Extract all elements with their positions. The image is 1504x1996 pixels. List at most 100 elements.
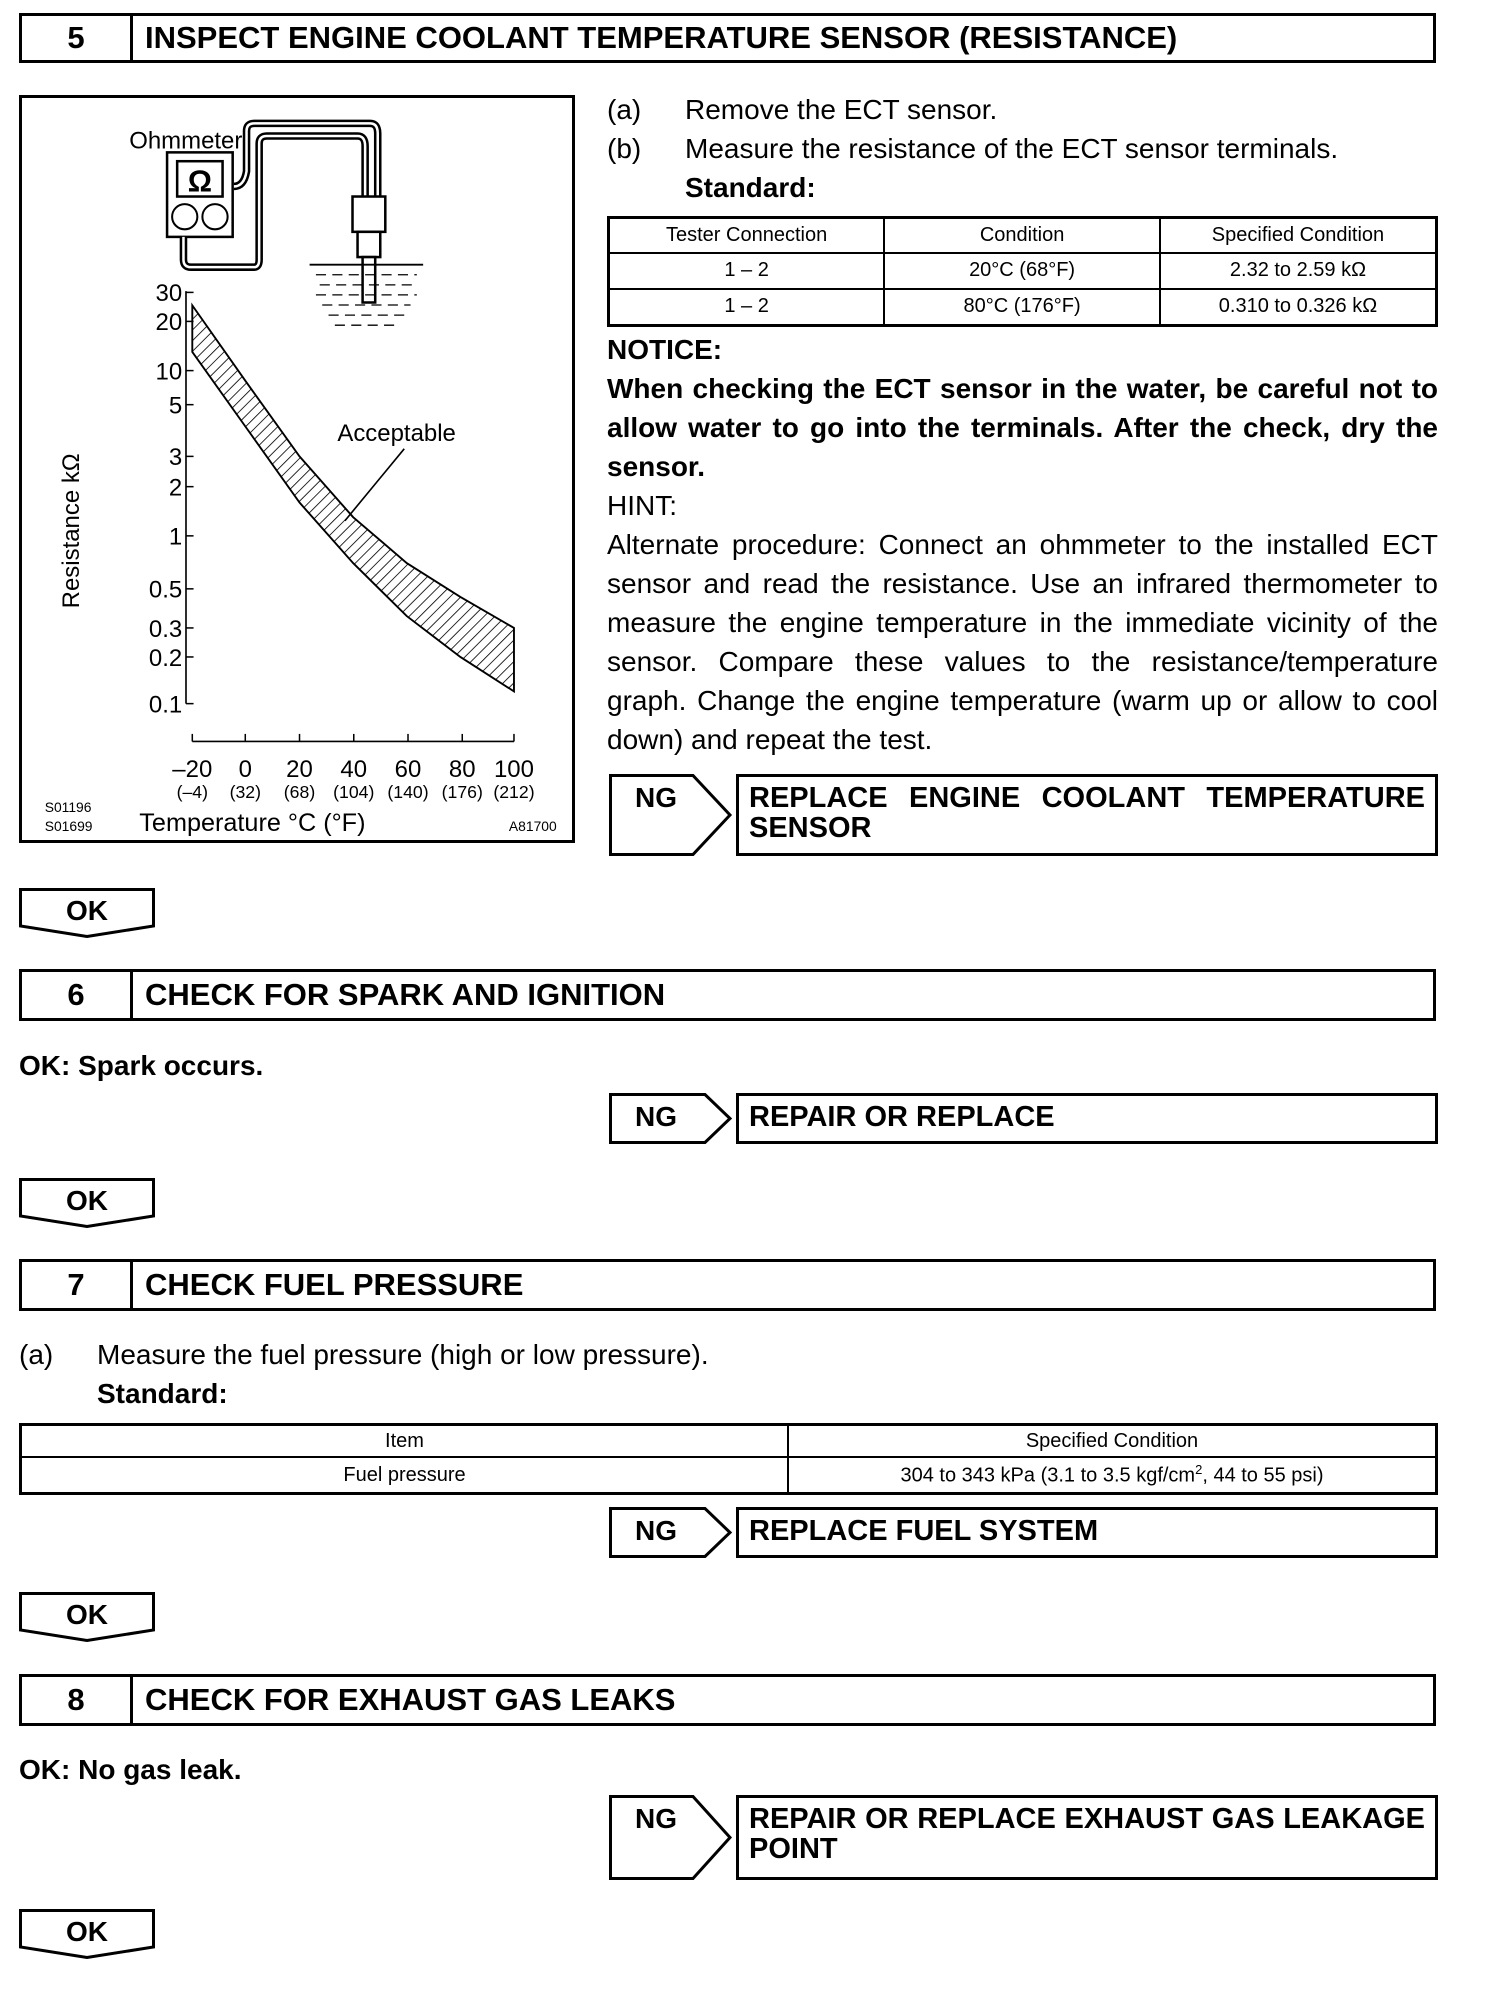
value-text: 304 to 343 kPa (3.1 to 3.5 kgf/cm <box>900 1464 1196 1487</box>
ng-label: NG <box>635 1101 677 1132</box>
step-title: CHECK FUEL PRESSURE <box>145 1267 524 1302</box>
instruction-text: Measure the fuel pressure (high or low p… <box>97 1339 709 1370</box>
superscript: 2 <box>1195 1462 1203 1478</box>
step-number: 8 <box>22 1677 133 1723</box>
ng-arrow-icon <box>609 1795 733 1880</box>
step-title: INSPECT ENGINE COOLANT TEMPERATURE SENSO… <box>145 20 1178 55</box>
x-tick-label: 0 <box>239 756 252 783</box>
table-header-row: Item Specified Condition <box>19 1423 1438 1459</box>
step-5-header: 5 INSPECT ENGINE COOLANT TEMPERATURE SEN… <box>19 13 1436 63</box>
x-tick-label: 80 <box>449 756 476 783</box>
standard-label: Standard: <box>685 172 816 203</box>
notice-label: NOTICE: <box>607 334 723 365</box>
table-cell: 1 – 2 <box>607 287 886 327</box>
y-tick-label: 0.5 <box>149 577 182 604</box>
x-tick-label: 100 <box>494 756 534 783</box>
hint-label: HINT: <box>607 490 677 521</box>
table-row: Fuel pressure 304 to 343 kPa (3.1 to 3.5… <box>19 1456 1438 1495</box>
x-tick-label-f: (32) <box>230 782 261 802</box>
table-header: Item <box>19 1423 789 1459</box>
sensor-in-water-icon <box>309 195 424 326</box>
ok-arrow-icon <box>19 1592 155 1643</box>
instruction-label: (b) <box>607 133 642 164</box>
ok-arrow-icon <box>19 1178 155 1229</box>
y-tick-label: 0.2 <box>149 645 182 672</box>
ng-result: REPLACE FUEL SYSTEM <box>736 1507 1438 1558</box>
ok-label: OK <box>66 895 108 926</box>
y-tick-label: 0.1 <box>149 691 182 718</box>
instruction-text: Measure the resistance of the ECT sensor… <box>685 133 1339 164</box>
ng-branch-step-8[interactable]: NG REPAIR OR REPLACE EXHAUST GAS LEAKAGE… <box>609 1795 1438 1880</box>
ok-label: OK <box>66 1185 108 1216</box>
notice-hint-block: NOTICE: When checking the ECT sensor in … <box>607 330 1438 759</box>
ng-arrow-icon <box>609 1093 733 1144</box>
hint-text: Alternate procedure: Connect an ohmmeter… <box>607 529 1438 755</box>
table-header: Specified Condition <box>787 1423 1438 1459</box>
x-tick-label-f: (104) <box>333 782 374 802</box>
table-cell: 304 to 343 kPa (3.1 to 3.5 kgf/cm2, 44 t… <box>787 1456 1438 1495</box>
ohmmeter-icon <box>165 119 382 271</box>
ok-arrow-icon <box>19 888 155 939</box>
table-header-row: Tester Connection Condition Specified Co… <box>607 216 1438 254</box>
table-cell: 2.32 to 2.59 kΩ <box>1158 251 1438 290</box>
ohm-symbol: Ω <box>188 165 212 198</box>
ng-label: NG <box>635 1515 677 1546</box>
notice-text: When checking the ECT sensor in the wate… <box>607 373 1438 482</box>
ng-branch-step-6[interactable]: NG REPAIR OR REPLACE <box>609 1093 1438 1144</box>
x-tick-label: 40 <box>340 756 367 783</box>
x-tick-label-f: (176) <box>442 782 483 802</box>
instruction-text: Remove the ECT sensor. <box>685 94 998 125</box>
x-axis-label: Temperature °C (°F) <box>139 809 365 837</box>
instruction-b: (b) Measure the resistance of the ECT sen… <box>607 129 1438 168</box>
x-tick-label-f: (–4) <box>177 782 208 802</box>
step-6-header: 6 CHECK FOR SPARK AND IGNITION <box>19 969 1436 1021</box>
y-tick-label: 1 <box>169 524 182 551</box>
ng-result: REPAIR OR REPLACE <box>736 1093 1438 1144</box>
ok-branch-step-8[interactable]: OK <box>19 1909 155 1960</box>
x-tick-label: –20 <box>172 756 212 783</box>
ng-result: REPAIR OR REPLACE EXHAUST GAS LEAKAGE PO… <box>736 1795 1438 1880</box>
step-number: 5 <box>22 16 133 60</box>
step-7-instructions: (a) Measure the fuel pressure (high or lo… <box>19 1335 709 1413</box>
step-title: CHECK FOR SPARK AND IGNITION <box>145 977 666 1012</box>
value-text: , 44 to 55 psi) <box>1202 1464 1324 1487</box>
y-tick-label: 2 <box>169 474 182 501</box>
resistance-temperature-figure: Ω Ohmmeter 30 20 10 5 3 2 1 0.5 0.3 0.2 0.1 –20 (–4… <box>19 95 575 843</box>
instruction-label: (a) <box>19 1339 54 1370</box>
table-cell: 1 – 2 <box>607 251 886 290</box>
ok-label: OK <box>66 1916 108 1947</box>
x-tick-label-f: (140) <box>387 782 428 802</box>
table-row: 1 – 2 80°C (176°F) 0.310 to 0.326 kΩ <box>607 287 1438 327</box>
ng-branch-step-7[interactable]: NG REPLACE FUEL SYSTEM <box>609 1507 1438 1558</box>
acceptable-band <box>191 302 515 694</box>
ect-spec-table: Tester Connection Condition Specified Co… <box>607 216 1438 327</box>
x-tick-label: 20 <box>286 756 313 783</box>
ohmmeter-label: Ohmmeter <box>129 128 242 155</box>
x-tick-label-f: (212) <box>493 782 534 802</box>
y-tick-label: 20 <box>156 309 183 336</box>
ok-label: OK <box>66 1599 108 1630</box>
ref-code: S01196 <box>45 799 92 815</box>
table-cell: Fuel pressure <box>19 1456 789 1495</box>
table-row: 1 – 2 20°C (68°F) 2.32 to 2.59 kΩ <box>607 251 1438 290</box>
x-tick-label-f: (68) <box>284 782 315 802</box>
ok-branch-step-6[interactable]: OK <box>19 1178 155 1229</box>
table-header: Specified Condition <box>1158 216 1438 254</box>
instruction-label: (a) <box>607 94 642 125</box>
table-header: Condition <box>883 216 1161 254</box>
table-header: Tester Connection <box>607 216 886 254</box>
instruction-a: (a) Measure the fuel pressure (high or lo… <box>19 1335 709 1374</box>
ng-arrow-icon <box>609 774 733 856</box>
fuel-pressure-table: Item Specified Condition Fuel pressure 3… <box>19 1423 1438 1495</box>
ng-branch-step-5[interactable]: NG REPLACE ENGINE COOLANT TEMPERATURE SE… <box>609 774 1438 856</box>
ok-branch-step-5[interactable]: OK <box>19 888 155 939</box>
ok-branch-step-7[interactable]: OK <box>19 1592 155 1643</box>
step-title: CHECK FOR EXHAUST GAS LEAKS <box>145 1682 676 1717</box>
ok-condition: OK: No gas leak. <box>19 1754 242 1785</box>
step-8-header: 8 CHECK FOR EXHAUST GAS LEAKS <box>19 1674 1436 1726</box>
x-tick-label: 60 <box>395 756 422 783</box>
y-tick-label: 30 <box>156 280 183 307</box>
ng-arrow-icon <box>609 1507 733 1558</box>
